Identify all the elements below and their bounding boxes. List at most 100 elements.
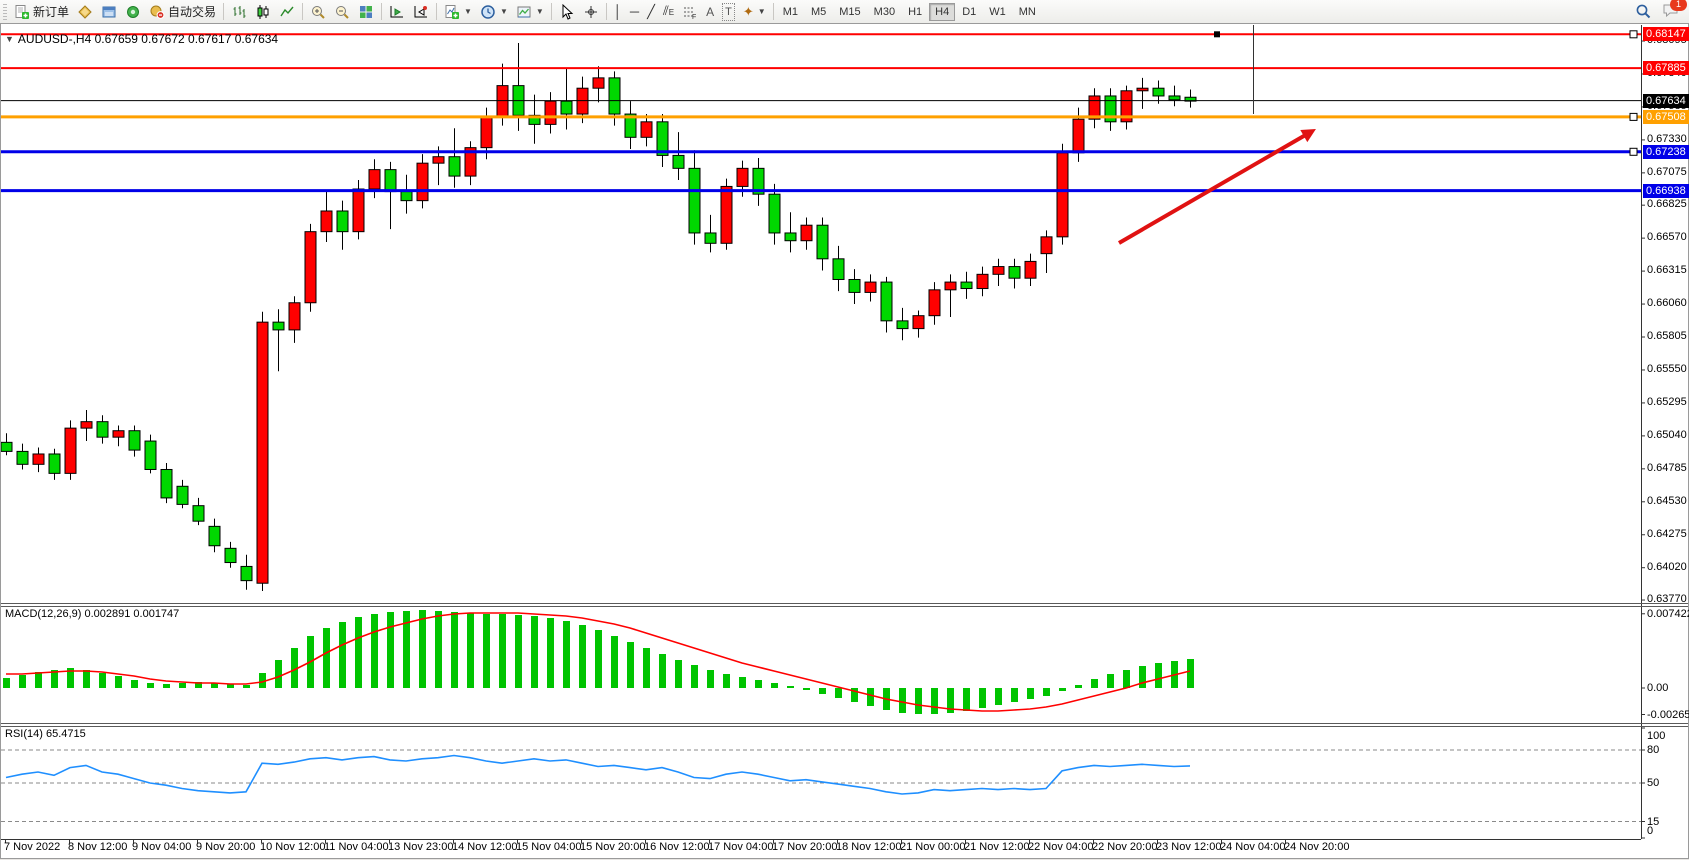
candle-body [80,421,93,429]
macd-pane [3,610,1645,716]
candlestick-chart-type-button[interactable] [251,2,275,22]
tf-button-h4[interactable]: H4 [929,2,956,21]
templates-button[interactable]: ▼ [512,2,548,22]
macd-bar [243,685,250,688]
macd-bar [307,636,314,688]
candle-body [368,169,381,190]
navigator-button[interactable] [121,2,145,22]
auto-scroll-button[interactable] [409,2,433,22]
timeframe-toolbar: M1 M5 M15 M30 H1 H4 D1 W1 MN [777,2,1042,21]
macd-bar [579,625,586,688]
time-axis-label: 24 Nov 20:00 [1284,841,1350,853]
tf-button-d1[interactable]: D1 [956,3,982,21]
chart-shift-button[interactable] [385,2,409,22]
vertical-line-tool-button[interactable]: │ [610,2,626,22]
tf-button-mn[interactable]: MN [1013,3,1042,21]
cursor-tool-button[interactable] [555,2,579,22]
arrows-tool-button[interactable]: ✦ ▼ [739,2,770,22]
collapse-triangle-icon[interactable]: ▼ [5,34,14,44]
macd-bar [675,660,682,688]
navigator-icon [125,4,141,20]
price-tick-label: 0.67840 [1647,66,1687,79]
zoom-out-icon [334,4,350,20]
chevron-down-icon: ▼ [499,7,508,16]
line-handle [1629,30,1638,39]
text-tool-button[interactable]: A [702,2,718,22]
candle-body [112,430,125,438]
tf-button-h1[interactable]: H1 [902,3,928,21]
price-tick-label: 0.64785 [1647,461,1687,474]
macd-bar [1155,663,1162,688]
candle-body [240,565,253,582]
macd-bar [211,683,218,688]
macd-bar [899,688,906,713]
line-chart-icon [279,4,295,20]
search-button[interactable] [1631,2,1656,22]
indicators-button[interactable]: ▼ [440,2,476,22]
trendline-tool-button[interactable]: ╱ [643,2,659,22]
time-axis-label: 11 Nov 04:00 [324,841,389,853]
new-order-button[interactable]: 新订单 [10,2,73,22]
bar-chart-type-button[interactable] [227,2,251,22]
price-tick-label: 0.68095 [1647,34,1687,47]
candle-body [1008,266,1021,279]
candle-body [736,167,749,187]
horizontal-line-tool-button[interactable]: ─ [626,2,643,22]
chart-canvas[interactable] [1,24,1688,858]
toolbar-gripper[interactable] [3,3,7,20]
tile-windows-button[interactable] [354,2,378,22]
arrow-head [1300,128,1316,143]
chevron-down-icon: ▼ [464,7,472,16]
macd-bar [3,678,10,688]
candlestick-chart-icon [255,4,271,20]
indicators-icon [444,4,460,20]
tf-button-w1[interactable]: W1 [983,3,1012,21]
macd-bar [115,676,122,688]
auto-trading-button[interactable]: 自动交易 [145,2,220,22]
toolbar-separator [605,3,607,20]
periods-button[interactable]: ▼ [476,2,512,22]
horizontal-line-objects[interactable] [1,30,1641,193]
candle-body [720,185,733,244]
macd-bar [147,683,154,688]
macd-bar [787,686,794,688]
tf-button-m15[interactable]: M15 [833,3,866,21]
candle-body [656,121,669,156]
candle-body [32,453,45,465]
candle-body [528,114,541,125]
macd-bar [1011,688,1018,702]
price-tick-label: 0.64275 [1647,527,1687,540]
candle-body [448,156,461,177]
zoom-out-button[interactable] [330,2,354,22]
candle-body [592,77,605,89]
tf-button-m1[interactable]: M1 [777,3,804,21]
auto-trading-label: 自动交易 [168,5,217,19]
equidistant-channel-tool-button[interactable]: ⫽E [659,2,678,22]
macd-bar [1187,659,1194,688]
macd-bar [563,621,570,688]
candle-body [496,85,509,118]
data-window-button[interactable] [97,2,121,22]
fibonacci-tool-button[interactable]: F [678,2,702,22]
market-watch-button[interactable] [73,2,97,22]
macd-bar [611,636,618,688]
candle-body [128,430,141,451]
candle-body [384,169,397,193]
candle-body [272,321,285,331]
tf-button-m5[interactable]: M5 [805,3,832,21]
trend-arrow[interactable] [1117,128,1316,245]
notifications-button[interactable]: 1 [1662,0,1687,21]
chart-window[interactable]: ▼ AUDUSD-,H4 0.67659 0.67672 0.67617 0.6… [0,23,1689,859]
tf-button-m30[interactable]: M30 [868,3,901,21]
crosshair-tool-button[interactable] [579,2,603,22]
chart-frame [1,25,1688,840]
macd-bar [771,683,778,688]
macd-bar [163,684,170,688]
zoom-in-button[interactable] [306,2,330,22]
line-chart-type-button[interactable] [275,2,299,22]
candle-body [64,427,77,474]
macd-bar [595,630,602,688]
text-label-tool-button[interactable]: T [718,2,739,22]
